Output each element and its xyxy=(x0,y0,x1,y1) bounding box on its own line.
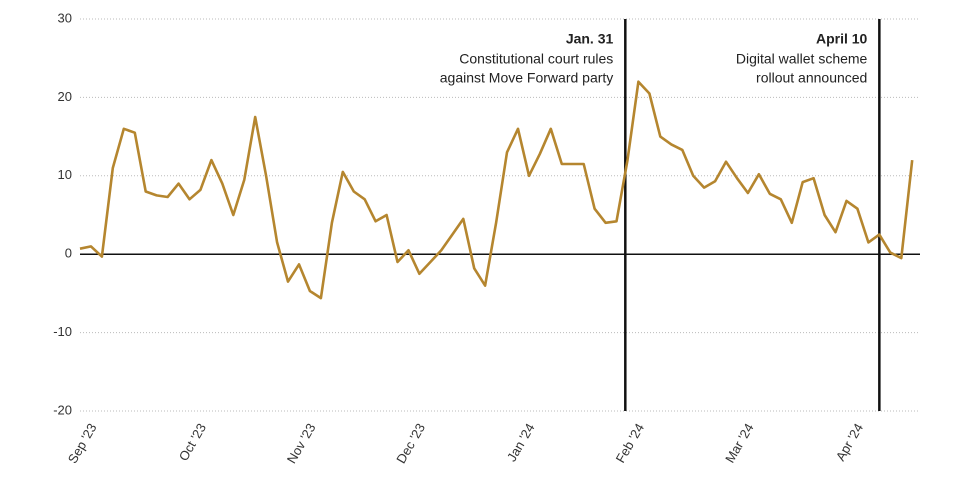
data-line xyxy=(79,80,914,300)
y-tick-label: -10 xyxy=(53,324,72,339)
annotation-text: against Move Forward party xyxy=(440,70,614,86)
y-tick-label: -20 xyxy=(53,402,72,417)
y-tick-label: 10 xyxy=(58,167,72,182)
x-tick-label: Dec '23 xyxy=(393,421,428,466)
x-tick-label: Sep '23 xyxy=(65,421,100,466)
annotation-text: Constitutional court rules xyxy=(459,51,613,67)
x-tick-label: Jan '24 xyxy=(504,421,538,464)
x-tick-label: Apr '24 xyxy=(833,421,866,464)
y-tick-label: 20 xyxy=(58,89,72,104)
annotation-text: rollout announced xyxy=(756,70,867,86)
y-tick-label: 0 xyxy=(65,246,72,261)
annotation-title: April 10 xyxy=(816,31,868,47)
x-tick-label: Nov '23 xyxy=(284,421,319,466)
x-tick-label: Mar '24 xyxy=(722,421,756,466)
x-tick-label: Oct '23 xyxy=(176,421,209,464)
x-tick-label: Feb '24 xyxy=(613,421,647,466)
y-tick-label: 30 xyxy=(58,10,72,25)
annotation-title: Jan. 31 xyxy=(566,31,614,47)
annotation-text: Digital wallet scheme xyxy=(736,51,868,67)
